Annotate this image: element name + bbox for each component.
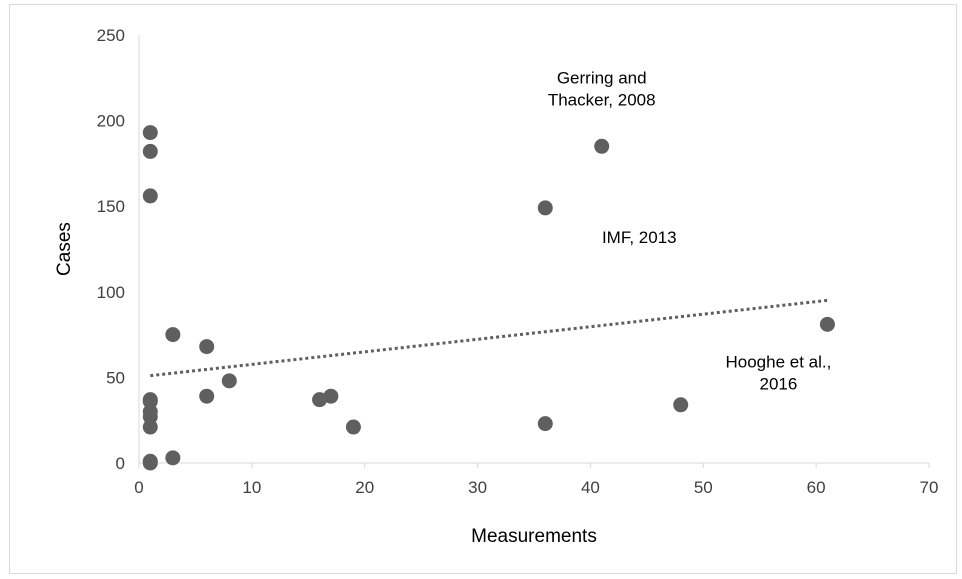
x-tick-label: 30 [468,478,487,497]
data-point [537,200,553,216]
x-tick-label: 60 [807,478,826,497]
annotation-line: Thacker, 2008 [548,90,656,109]
x-tick-labels: 0 10 20 30 40 50 60 70 [134,463,938,497]
y-tick-label: 50 [106,368,125,387]
data-point [142,143,158,159]
data-point [345,419,361,435]
x-tick-label: 50 [694,478,713,497]
x-tick-label: 0 [134,478,143,497]
data-point [819,316,835,332]
x-tick-label: 40 [581,478,600,497]
x-tick-label: 10 [242,478,261,497]
annotation-line: 2016 [760,374,798,393]
annotation-line: Hooghe et al., [725,352,831,371]
data-point [165,450,181,466]
annotation-label: Gerring and Thacker, 2008 [548,68,656,109]
y-tick-label: 250 [97,26,125,45]
x-tick-label: 70 [920,478,939,497]
data-point [142,125,158,141]
y-tick-label: 150 [97,197,125,216]
data-point [142,419,158,435]
data-point [142,393,158,409]
annotation-line: IMF, 2013 [602,228,677,247]
data-point [537,416,553,432]
data-point [199,339,215,355]
data-point [221,373,237,389]
x-axis-title: Measurements [471,526,597,547]
y-tick-labels: 0 50 100 150 200 250 [97,26,125,473]
data-point [165,327,181,343]
data-point [142,188,158,204]
annotation-label: Hooghe et al., 2016 [725,352,831,393]
data-point [594,138,610,154]
data-point [142,409,158,425]
data-point [199,388,215,404]
data-point [323,388,339,404]
annotation-line: Gerring and [557,68,647,87]
y-axis-title: Cases [54,222,75,276]
annotation-label: IMF, 2013 [602,228,677,247]
y-tick-label: 100 [97,283,125,302]
y-tick-label: 200 [97,112,125,131]
data-points [142,125,835,471]
data-point [312,392,328,408]
y-tick-label: 0 [116,454,125,473]
data-point [673,397,689,413]
chart-frame [9,4,957,574]
axes [138,35,929,464]
x-tick-label: 20 [355,478,374,497]
data-point [142,455,158,471]
annotations: Gerring and Thacker, 2008 IMF, 2013 Hooghe … [548,68,832,393]
